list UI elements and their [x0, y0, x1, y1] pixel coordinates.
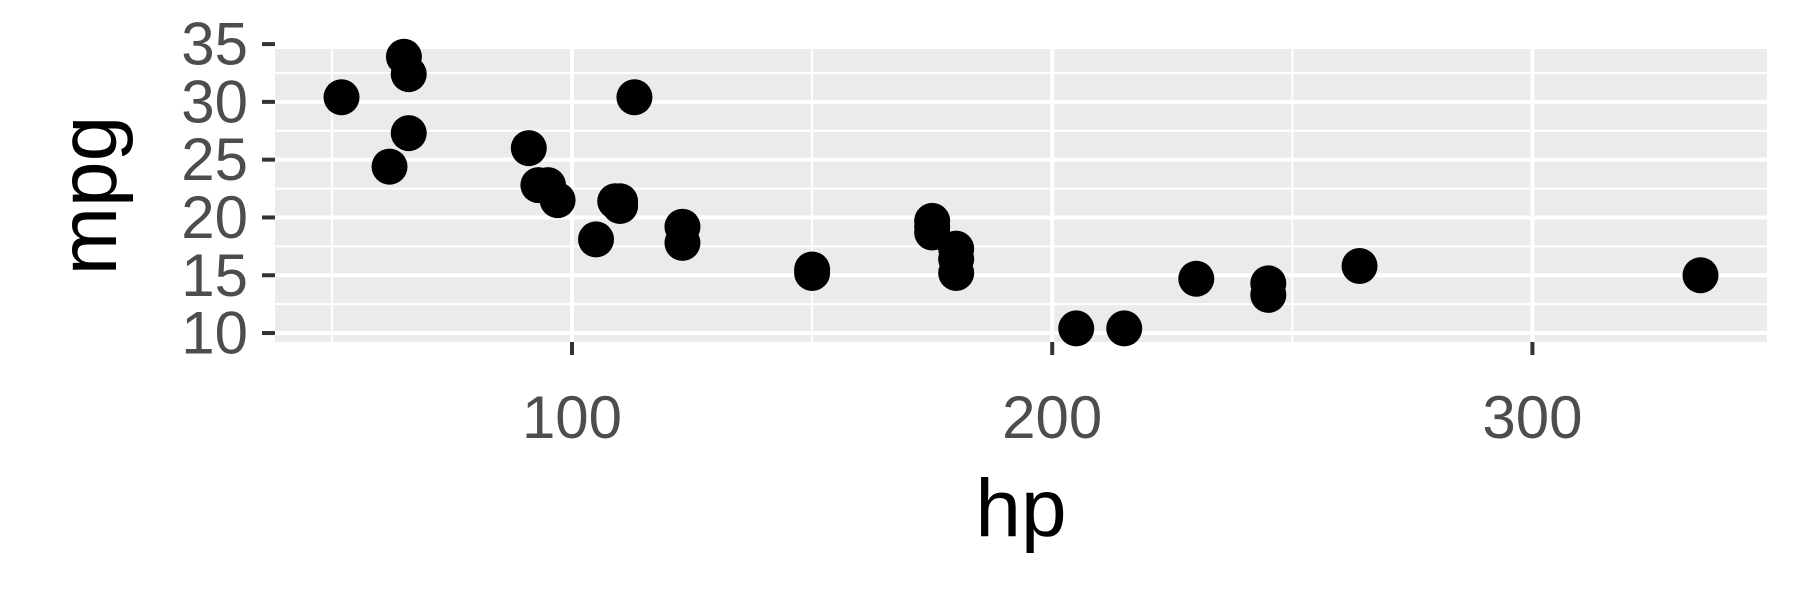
x-tick-label: 100 — [522, 384, 622, 451]
y-tick-label: 10 — [181, 300, 248, 367]
data-point — [616, 79, 653, 116]
y-tick-label: 25 — [181, 126, 248, 193]
x-tick-label: 200 — [1002, 384, 1102, 451]
plot-panel — [275, 49, 1767, 342]
x-axis-title: hp — [975, 463, 1066, 554]
data-point — [371, 148, 408, 185]
data-point — [1178, 260, 1215, 297]
data-point — [597, 183, 634, 220]
y-tick-label: 30 — [181, 68, 248, 135]
data-point — [938, 254, 975, 291]
data-point — [385, 38, 422, 75]
data-point — [1341, 248, 1378, 285]
y-tick-label: 15 — [181, 242, 248, 309]
data-point — [390, 115, 427, 152]
data-points — [323, 38, 1719, 347]
data-point — [1682, 257, 1719, 294]
data-point — [664, 224, 701, 261]
data-point — [1250, 276, 1287, 313]
data-point — [914, 202, 951, 239]
data-point — [510, 130, 547, 167]
data-point — [578, 221, 615, 258]
data-point — [539, 182, 576, 219]
x-axis: 100 200 300 — [522, 342, 1582, 451]
data-point — [1106, 310, 1143, 347]
data-point — [1058, 310, 1095, 347]
data-point — [323, 79, 360, 116]
y-tick-label: 35 — [181, 11, 248, 78]
y-tick-label: 20 — [181, 184, 248, 251]
x-tick-label: 300 — [1482, 384, 1582, 451]
y-axis-title: mpg — [43, 116, 134, 276]
data-point — [794, 254, 831, 291]
